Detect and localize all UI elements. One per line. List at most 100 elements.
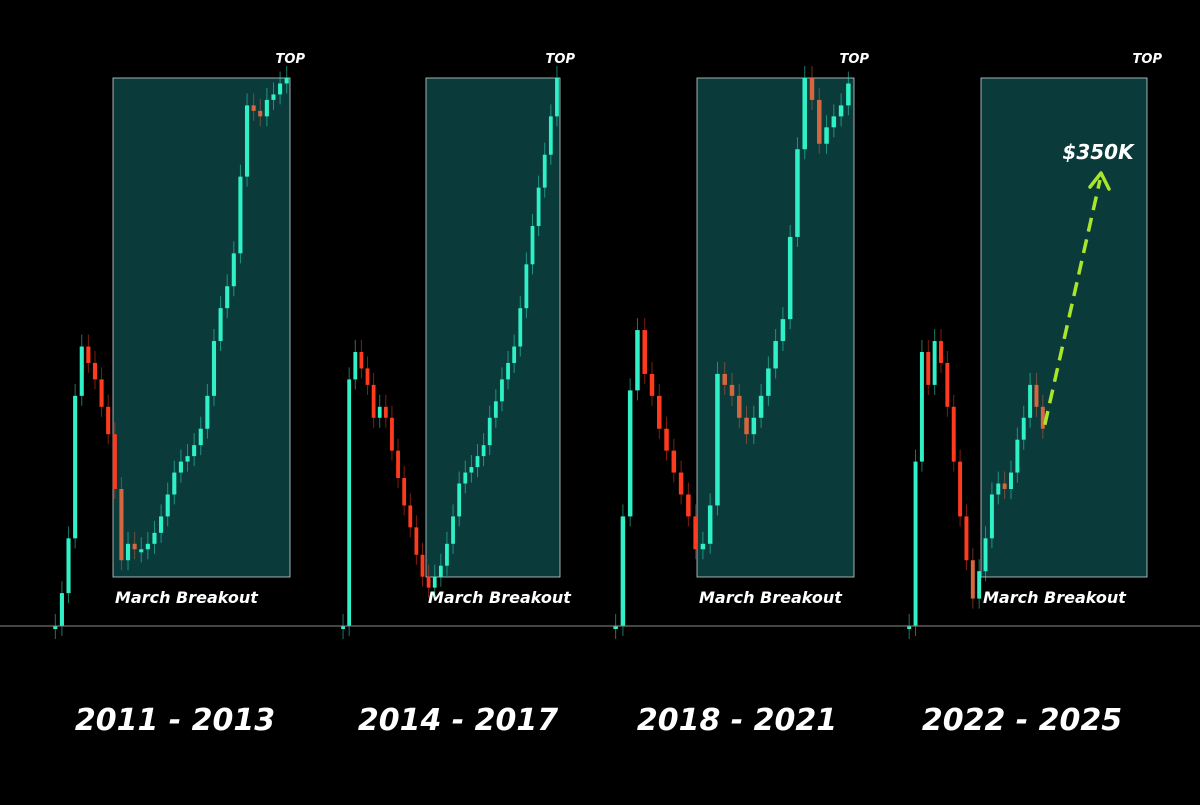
- candle: [371, 384, 376, 418]
- candle: [773, 341, 778, 369]
- candle: [53, 626, 58, 629]
- candle: [787, 236, 793, 320]
- candle: [390, 417, 394, 451]
- cycle-label: 2018 - 2021: [637, 703, 837, 738]
- candle: [926, 352, 931, 385]
- candle: [258, 110, 263, 117]
- candle: [359, 352, 364, 369]
- candle: [487, 417, 492, 446]
- candle: [284, 78, 289, 84]
- candle: [780, 319, 786, 342]
- candle: [66, 538, 71, 594]
- candle: [766, 368, 771, 396]
- candle: [1040, 406, 1045, 429]
- march-breakout-label: March Breakout: [699, 588, 843, 607]
- candle: [1028, 384, 1033, 418]
- candle: [657, 395, 662, 429]
- candle: [445, 543, 449, 566]
- candle: [500, 379, 504, 402]
- candle: [758, 395, 764, 418]
- candle: [795, 149, 800, 237]
- candle: [964, 516, 969, 561]
- candle: [919, 352, 924, 462]
- candle: [457, 483, 462, 517]
- candle: [664, 428, 669, 451]
- candle: [671, 450, 677, 473]
- candle: [125, 543, 131, 561]
- candle: [1034, 384, 1039, 407]
- candle: [970, 560, 975, 599]
- candle: [700, 543, 706, 550]
- candle: [178, 461, 183, 473]
- candle: [211, 341, 217, 396]
- candle: [951, 406, 956, 462]
- candle: [737, 395, 742, 418]
- candle: [506, 362, 510, 380]
- candle: [913, 461, 918, 626]
- candle: [524, 264, 529, 309]
- candle: [205, 395, 210, 429]
- candle: [838, 105, 844, 117]
- candle: [817, 99, 822, 144]
- march-breakout-label: March Breakout: [115, 588, 259, 607]
- candle: [469, 467, 474, 473]
- candle: [119, 489, 124, 561]
- candle: [722, 373, 727, 385]
- projection-arrow-line: [1043, 179, 1102, 426]
- candle: [59, 593, 64, 626]
- candle: [112, 434, 117, 489]
- march-breakout-label: March Breakout: [983, 588, 1127, 607]
- candle: [79, 346, 84, 396]
- candle: [172, 472, 177, 495]
- candle: [493, 401, 498, 418]
- candle: [707, 505, 713, 544]
- candle: [977, 571, 982, 599]
- candle: [463, 472, 468, 484]
- candle: [751, 417, 757, 435]
- candle: [530, 225, 535, 265]
- candle: [238, 176, 243, 254]
- candle: [271, 94, 276, 100]
- candle: [264, 99, 269, 117]
- candle: [402, 478, 407, 506]
- highlight-box: [696, 77, 855, 578]
- candle: [809, 78, 815, 100]
- candle: [377, 406, 382, 418]
- candle: [548, 116, 553, 155]
- candle: [729, 384, 735, 396]
- top-label: TOP: [1133, 52, 1163, 67]
- candle: [192, 445, 197, 457]
- candle: [383, 406, 388, 418]
- candle: [99, 379, 104, 407]
- candle: [620, 516, 626, 626]
- cycle-label: 2022 - 2025: [922, 703, 1122, 738]
- candle: [106, 406, 111, 435]
- candle: [132, 543, 137, 550]
- candle: [139, 549, 144, 553]
- candle: [414, 527, 419, 555]
- candle: [225, 286, 230, 309]
- candle: [165, 494, 170, 517]
- candle: [432, 576, 437, 588]
- cycle-label: 2014 - 2017: [358, 703, 558, 738]
- candle: [408, 505, 413, 528]
- candle: [649, 373, 655, 396]
- candle: [846, 83, 851, 106]
- candle: [145, 543, 150, 550]
- candle: [1015, 439, 1020, 473]
- candle: [983, 538, 988, 572]
- cycle-panel-4: TOP March Breakout $350K 2022 - 2025: [907, 52, 1162, 738]
- candle: [536, 187, 541, 226]
- top-label: TOP: [546, 52, 576, 67]
- candle: [92, 362, 98, 380]
- candle: [198, 428, 203, 446]
- top-label: TOP: [276, 52, 306, 67]
- candle: [396, 450, 400, 479]
- candle: [231, 253, 236, 287]
- candle: [744, 417, 749, 435]
- cycle-label: 2011 - 2013: [75, 703, 275, 738]
- candle: [86, 346, 91, 363]
- candle: [475, 456, 480, 468]
- cycle-panels: TOP March Breakout 2011 - 2013 TOP March Bre…: [53, 52, 1162, 738]
